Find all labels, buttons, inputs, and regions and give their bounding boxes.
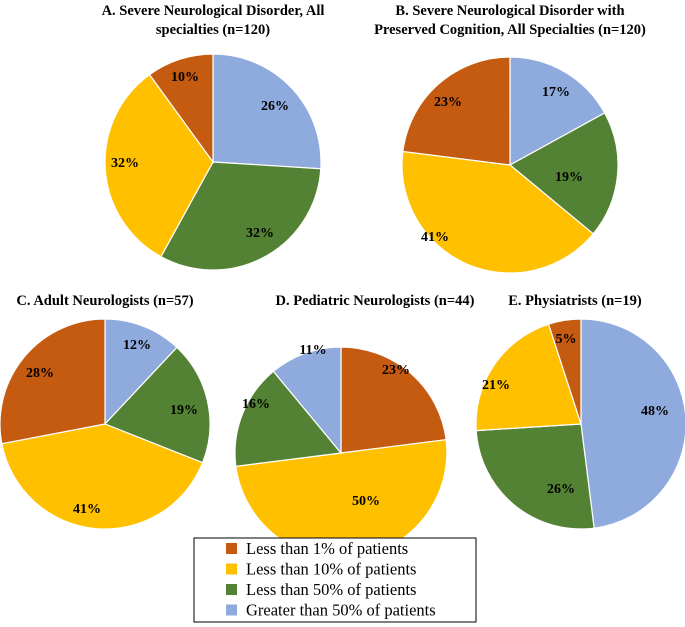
slice-data-label: 5% <box>556 332 577 347</box>
slice-data-label: 12% <box>123 338 151 353</box>
pie-chart-a: A. Severe Neurological Disorder, All spec… <box>102 3 325 271</box>
pie-slice <box>509 56 606 167</box>
slice-data-label: 32% <box>246 226 274 241</box>
slice-data-label: 41% <box>421 230 449 245</box>
pie-slice <box>0 318 106 445</box>
pie-slice <box>340 346 447 454</box>
legend-swatch <box>226 543 237 554</box>
slice-data-label: 19% <box>555 170 583 185</box>
pie-chart-c: C. Adult Neurologists (n=57) 12% 19% 41% 28% <box>0 293 211 530</box>
pie-slice <box>475 323 582 432</box>
slice-data-label: 16% <box>242 397 270 412</box>
slice-data-label: 26% <box>547 482 575 497</box>
chart-title: Preserved Cognition, All Specialties (n=… <box>374 22 646 38</box>
pie-slice <box>234 370 343 467</box>
pie-slice <box>272 346 342 455</box>
pie-slice <box>104 73 214 258</box>
pie-slice <box>402 56 511 166</box>
slice-data-label: 23% <box>382 363 410 378</box>
slice-data-label: 48% <box>641 404 669 419</box>
slice-data-label: 10% <box>171 70 199 85</box>
legend-swatch <box>226 563 237 575</box>
legend-swatch <box>226 584 237 595</box>
pie-slice <box>580 318 685 529</box>
legend-swatch <box>226 604 237 616</box>
chart-title: C. Adult Neurologists (n=57) <box>16 293 193 309</box>
slice-data-label: 11% <box>299 343 326 358</box>
legend-label: Less than 50% of patients <box>246 580 416 599</box>
pie-slice <box>104 318 178 426</box>
slice-data-label: 19% <box>170 403 198 418</box>
pie-chart-d: D. Pediatric Neurologists (n=44) 23% 50% 16… <box>234 293 475 559</box>
pie-slice <box>148 53 214 164</box>
slice-data-label: 50% <box>352 494 380 509</box>
slice-data-label: 23% <box>434 95 462 110</box>
slice-data-label: 26% <box>261 99 289 114</box>
chart-title: E. Physiatrists (n=19) <box>508 293 642 309</box>
legend-box <box>193 537 477 623</box>
pie-slice <box>212 53 322 170</box>
pie-chart-e: E. Physiatrists (n=19) 48% 26% 21% 5% <box>475 293 685 530</box>
pie-slice <box>508 112 619 235</box>
legend: Less than 1% of patients Less than 10% of… <box>193 537 477 623</box>
chart-title: D. Pediatric Neurologists (n=44) <box>276 293 475 309</box>
pie-chart-b: B. Severe Neurological Disorder with Pres… <box>374 3 646 274</box>
legend-label: Greater than 50% of patients <box>246 601 436 620</box>
pie-slice <box>401 150 595 274</box>
chart-title: A. Severe Neurological Disorder, All <box>102 3 325 19</box>
legend-label: Less than 10% of patients <box>246 560 416 579</box>
chart-title: B. Severe Neurological Disorder with <box>395 3 624 19</box>
pie-slice <box>547 318 582 425</box>
pie-slice <box>160 161 322 271</box>
slice-data-label: 32% <box>111 156 139 171</box>
pie-slice <box>475 423 595 530</box>
slice-data-label: 17% <box>542 85 570 100</box>
chart-title: specialties (n=120) <box>156 22 270 38</box>
legend-label: Less than 1% of patients <box>246 539 408 558</box>
pie-slice <box>1 423 204 530</box>
slice-data-label: 41% <box>73 502 101 517</box>
slice-data-label: 28% <box>26 366 54 381</box>
slice-data-label: 21% <box>482 378 510 393</box>
